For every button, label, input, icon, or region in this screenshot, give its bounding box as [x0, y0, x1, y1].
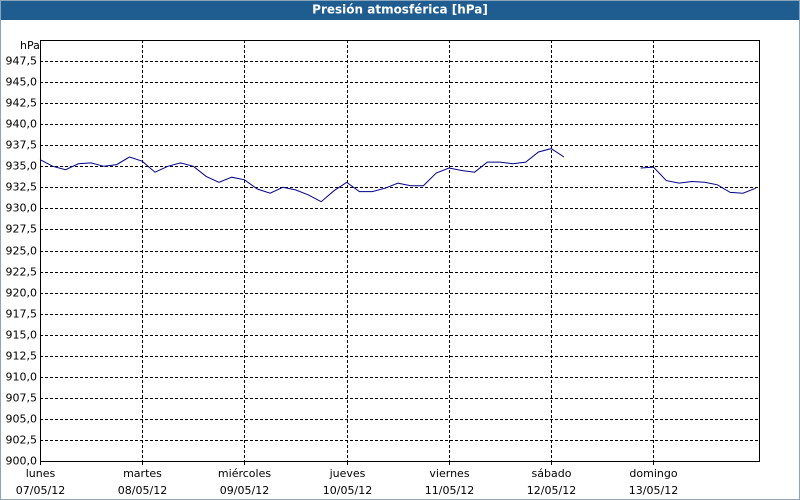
- y-tick-label: 915,0: [6, 329, 38, 342]
- y-tick-label: 930,0: [6, 202, 38, 215]
- x-tick-date: 09/05/12: [220, 484, 269, 497]
- y-tick-label: 927,5: [6, 223, 38, 236]
- y-tick-label: 912,5: [6, 350, 38, 363]
- chart-title: Presión atmosférica [hPa]: [312, 3, 488, 17]
- x-tick-date: 13/05/12: [629, 484, 678, 497]
- x-tick-label: domingo: [629, 467, 677, 480]
- y-tick-label: 947,5: [6, 55, 38, 68]
- data-line: [640, 166, 756, 194]
- y-tick-label: 902,5: [6, 434, 38, 447]
- y-tick-label: 942,5: [6, 97, 38, 110]
- plot-border: [40, 40, 760, 462]
- x-tick-label: sábado: [532, 467, 572, 480]
- y-tick-label: 937,5: [6, 139, 38, 152]
- x-tick-label: miércoles: [218, 467, 271, 480]
- y-tick-label: 910,0: [6, 371, 38, 384]
- x-tick-date: 07/05/12: [16, 484, 65, 497]
- x-tick-date: 10/05/12: [323, 484, 372, 497]
- x-tick-label: martes: [123, 467, 162, 480]
- data-line: [39, 148, 565, 203]
- y-tick-label: 940,0: [6, 118, 38, 131]
- x-tick-date: 11/05/12: [425, 484, 474, 497]
- y-tick-label: 922,5: [6, 266, 38, 279]
- y-tick-label: 945,0: [6, 76, 38, 89]
- y-tick-label: 920,0: [6, 287, 38, 300]
- y-tick-label: 900,0: [6, 455, 38, 468]
- y-tick-label: 925,0: [6, 245, 38, 258]
- x-tick-label: lunes: [26, 467, 56, 480]
- y-tick-label: 917,5: [6, 308, 38, 321]
- y-tick-label: 907,5: [6, 392, 38, 405]
- title-bar: [0, 0, 800, 20]
- y-tick-label: 932,5: [6, 181, 38, 194]
- x-tick-label: jueves: [329, 467, 366, 480]
- y-axis-unit: hPa: [20, 39, 40, 52]
- y-tick-label: 935,0: [6, 160, 38, 173]
- x-tick-date: 08/05/12: [118, 484, 167, 497]
- x-tick-label: viernes: [429, 467, 469, 480]
- y-tick-label: 905,0: [6, 413, 38, 426]
- x-tick-date: 12/05/12: [527, 484, 576, 497]
